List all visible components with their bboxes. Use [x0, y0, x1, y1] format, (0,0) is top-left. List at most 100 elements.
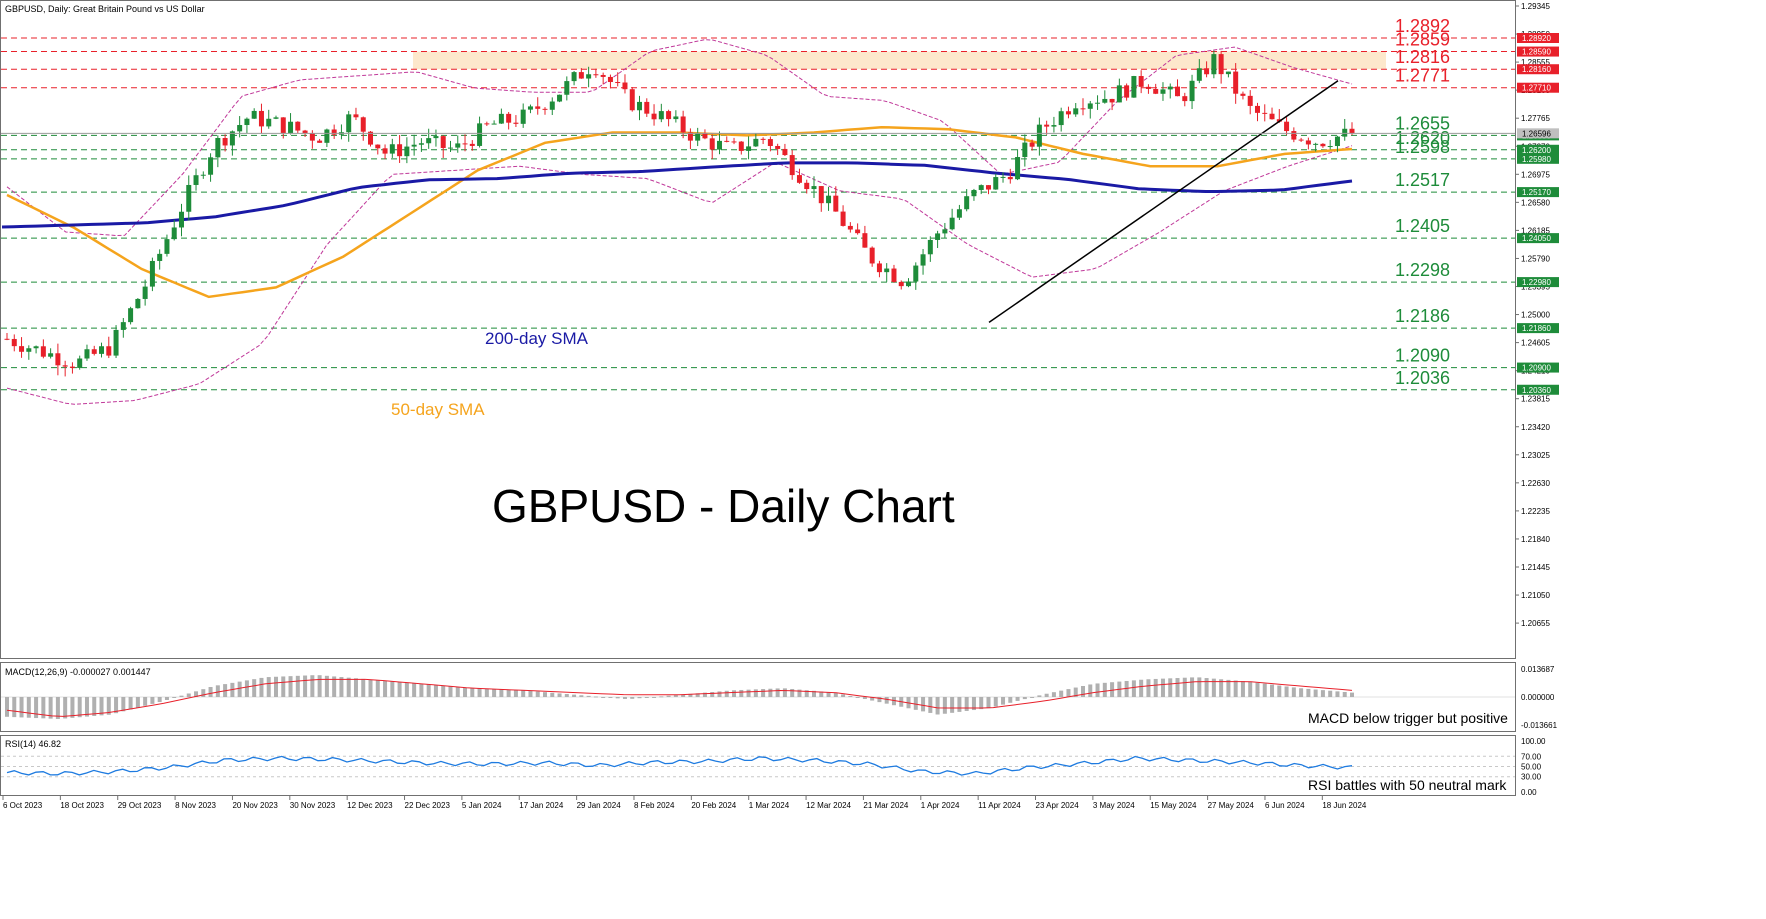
- macd-histogram-bar: [492, 689, 497, 697]
- main-panel-frame: [0, 0, 1516, 659]
- candle-body: [985, 185, 991, 190]
- macd-histogram-bar: [397, 681, 402, 697]
- macd-histogram-bar: [688, 693, 693, 697]
- bullish-candle: [186, 175, 192, 221]
- candle-body: [1022, 142, 1028, 158]
- candle-body: [535, 106, 541, 109]
- macd-histogram-bar: [971, 697, 976, 711]
- macd-histogram-bar: [812, 690, 816, 697]
- macd-tick-label: 0.013687: [1521, 665, 1555, 674]
- level-label-1.2186: 1.2186: [1395, 306, 1450, 326]
- candle-body: [48, 353, 54, 357]
- candle-body: [288, 121, 294, 133]
- bearish-candle: [629, 87, 635, 112]
- candle-body: [1182, 96, 1188, 102]
- candle-body: [200, 174, 206, 176]
- bearish-candle: [666, 109, 672, 127]
- candle-body: [964, 196, 970, 210]
- macd-histogram-bar: [1059, 690, 1064, 697]
- date-tick-label: 17 Jan 2024: [519, 801, 564, 810]
- date-tick-label: 20 Feb 2024: [691, 801, 736, 810]
- bullish-candle: [447, 140, 453, 153]
- macd-histogram-bar: [404, 682, 409, 697]
- macd-histogram-bar: [1248, 681, 1253, 697]
- macd-histogram-bar: [259, 677, 264, 697]
- macd-histogram-bar: [84, 697, 89, 717]
- macd-histogram-bar: [761, 689, 766, 697]
- candle-body: [1342, 128, 1348, 137]
- candle-body: [237, 125, 243, 132]
- bearish-candle: [1182, 92, 1188, 107]
- bearish-candle: [258, 103, 264, 134]
- macd-histogram-bar: [644, 697, 649, 698]
- macd-histogram-bar: [710, 692, 715, 697]
- date-tick-label: 18 Jun 2024: [1322, 801, 1367, 810]
- level-label-1.2036: 1.2036: [1395, 368, 1450, 388]
- macd-histogram-bar: [870, 697, 875, 701]
- rsi-tick-label: 100.00: [1521, 737, 1546, 746]
- macd-histogram-bar: [564, 694, 569, 697]
- macd-histogram-bar: [732, 690, 737, 697]
- macd-histogram-bar: [942, 697, 947, 714]
- candle-body: [804, 182, 810, 190]
- bullish-candle: [99, 342, 105, 358]
- macd-histogram-bar: [1240, 681, 1245, 697]
- bearish-candle: [295, 121, 301, 134]
- macd-histogram-bar: [5, 697, 9, 717]
- candle-body: [993, 177, 999, 190]
- candle-body: [927, 239, 933, 255]
- bearish-candle: [1291, 127, 1297, 143]
- candle-body: [1291, 131, 1297, 140]
- bullish-candle: [200, 171, 206, 179]
- bullish-candle: [128, 306, 134, 325]
- macd-histogram-bar: [114, 697, 119, 714]
- macd-histogram-bar: [1182, 677, 1187, 697]
- bearish-candle: [382, 144, 388, 160]
- price-tick-label: 1.26580: [1521, 198, 1550, 207]
- rsi-tick-label: 30.00: [1521, 773, 1542, 782]
- macd-histogram-bar: [1313, 689, 1318, 697]
- bullish-candle: [993, 173, 999, 190]
- bullish-candle: [564, 76, 570, 101]
- candle-body: [120, 322, 126, 330]
- candle-body: [738, 141, 744, 151]
- macd-histogram-bar: [244, 680, 249, 697]
- bullish-candle: [1313, 142, 1319, 152]
- macd-histogram-bar: [1008, 697, 1013, 703]
- candle-body: [1080, 108, 1086, 110]
- bullish-candle: [1051, 116, 1057, 133]
- macd-histogram-bar: [383, 680, 388, 697]
- bullish-candle: [120, 317, 126, 338]
- candle-body: [782, 148, 788, 156]
- macd-signal-line: [6, 678, 1353, 717]
- macd-layer: 0.013687 0.000000 -0.013661: [1, 665, 1558, 730]
- bearish-candle: [578, 68, 584, 79]
- macd-histogram-bar: [55, 697, 60, 719]
- bearish-candle: [760, 137, 766, 145]
- bullish-candle: [673, 110, 679, 123]
- bullish-candle: [942, 222, 948, 238]
- price-tick-label: 1.23420: [1521, 423, 1550, 432]
- bullish-candle: [746, 136, 752, 160]
- macd-histogram-bar: [797, 689, 802, 697]
- bullish-candle: [658, 103, 664, 123]
- macd-histogram-bar: [1102, 682, 1107, 697]
- macd-histogram-bar: [455, 686, 460, 697]
- candle-body: [222, 138, 228, 146]
- candle-body: [1334, 136, 1340, 147]
- macd-histogram-bar: [557, 693, 562, 697]
- date-tick-label: 8 Feb 2024: [634, 801, 675, 810]
- candle-body: [40, 346, 46, 357]
- macd-histogram-bar: [1255, 682, 1260, 697]
- candle-body: [847, 225, 853, 230]
- price-tick-label: 1.24605: [1521, 339, 1550, 348]
- candle-body: [447, 147, 453, 149]
- bullish-candle: [171, 219, 177, 241]
- bullish-candle: [477, 116, 483, 148]
- candle-body: [702, 133, 708, 139]
- candle-body: [826, 195, 832, 204]
- candle-body: [1175, 86, 1181, 97]
- candle-body: [142, 286, 148, 299]
- axis-tag-1.24050: [1517, 233, 1559, 244]
- bearish-candle: [607, 74, 613, 89]
